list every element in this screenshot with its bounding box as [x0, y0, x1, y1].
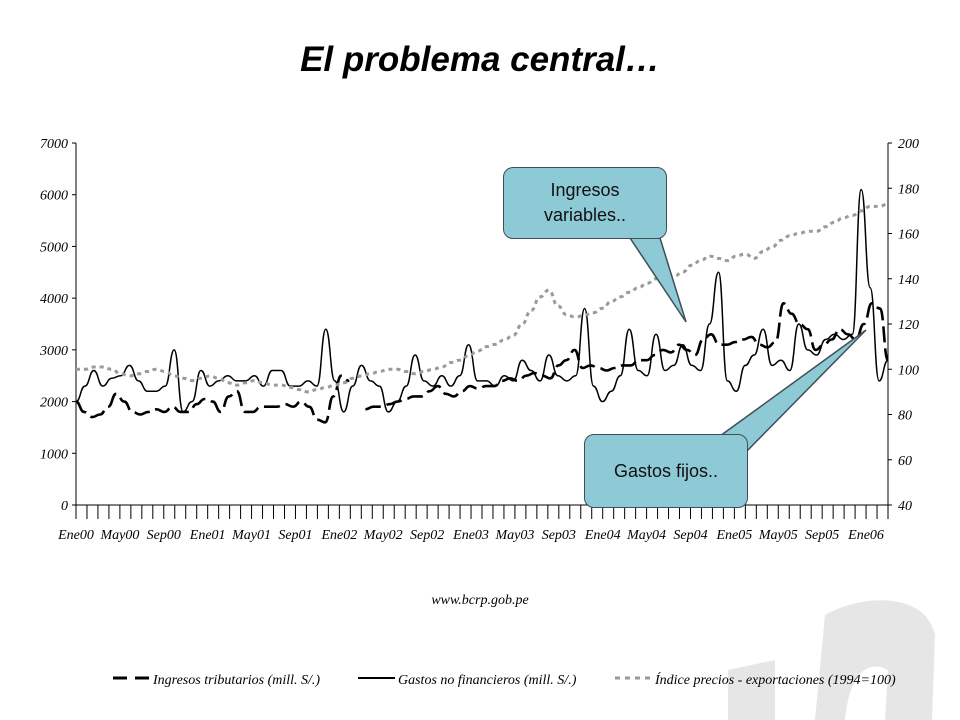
- y-left-tick-label: 7000: [40, 137, 68, 152]
- y-left-tick-label: 5000: [40, 240, 68, 255]
- x-tick-label: Ene01: [189, 528, 226, 543]
- series-line-1: [75, 374, 350, 424]
- x-tick-label: Sep00: [147, 528, 181, 543]
- y-left-tick-label: 3000: [39, 344, 68, 359]
- y-left-tick-label: 1000: [40, 447, 68, 462]
- x-tick-label: Ene05: [715, 528, 752, 543]
- page-title: El problema central…: [300, 40, 660, 79]
- x-tick-label: Ene04: [584, 528, 621, 543]
- x-tick-label: May02: [363, 528, 403, 543]
- x-tick-label: Sep02: [410, 528, 444, 543]
- series-line-1: [365, 302, 890, 411]
- callout-gastos-text: Gastos fijos..: [613, 460, 719, 481]
- callout-ingresos: Ingresos variables..: [503, 167, 667, 239]
- x-tick-label: Sep04: [673, 528, 707, 543]
- x-tick-label: Ene02: [320, 528, 357, 543]
- x-tick-label: Ene06: [847, 528, 884, 543]
- x-tick-label: Ene00: [57, 528, 94, 543]
- y-left-tick-label: 4000: [40, 292, 68, 307]
- x-tick-label: May00: [99, 528, 139, 543]
- chart-marks: [75, 188, 890, 453]
- y-right-tick-label: 40: [898, 499, 912, 514]
- watermark-logo: [728, 600, 935, 720]
- y-right-tick-label: 100: [898, 363, 919, 378]
- x-tick-label: May04: [626, 528, 666, 543]
- legend-label: Ingresos tributarios (mill. S/.): [152, 673, 320, 688]
- x-tick-label: May05: [758, 528, 798, 543]
- chart-legend: Ingresos tributarios (mill. S/.) Gastos n…: [113, 671, 896, 688]
- chart-labels: 0 1000 2000 3000 4000 5000 6000 7000 40 60 80 100 12…: [39, 137, 919, 543]
- legend-label: Gastos no financieros (mill. S/.): [398, 673, 577, 688]
- y-right-tick-label: 160: [898, 228, 919, 243]
- callout-gastos-tail: [718, 329, 867, 453]
- source-label[interactable]: www.bcrp.gob.pe: [431, 593, 528, 608]
- y-right-tick-label: 200: [898, 137, 919, 152]
- y-right-tick-label: 80: [898, 409, 912, 424]
- y-right-tick-label: 120: [898, 318, 919, 333]
- x-tick-label: May03: [494, 528, 534, 543]
- x-tick-label: Sep05: [805, 528, 839, 543]
- legend-label: Índice precios - exportaciones (1994=100…: [654, 671, 896, 688]
- callout-ingresos-tail: [628, 237, 687, 323]
- x-tick-label: Sep03: [542, 528, 576, 543]
- y-right-tick-label: 180: [898, 182, 919, 197]
- y-right-tick-label: 60: [898, 454, 912, 469]
- chart-axes: [72, 142, 892, 519]
- y-left-tick-label: 6000: [40, 189, 68, 204]
- x-tick-label: Sep01: [278, 528, 312, 543]
- x-tick-label: May01: [231, 528, 271, 543]
- y-left-tick-label: 0: [61, 499, 68, 514]
- x-tick-label: Ene03: [452, 528, 489, 543]
- callout-gastos: Gastos fijos..: [584, 434, 748, 508]
- y-left-tick-label: 2000: [40, 396, 68, 411]
- callout-ingresos-text: Ingresos variables..: [543, 180, 627, 225]
- y-right-tick-label: 140: [898, 273, 919, 288]
- series-line-3: [76, 202, 889, 394]
- series-line-2: [75, 188, 889, 413]
